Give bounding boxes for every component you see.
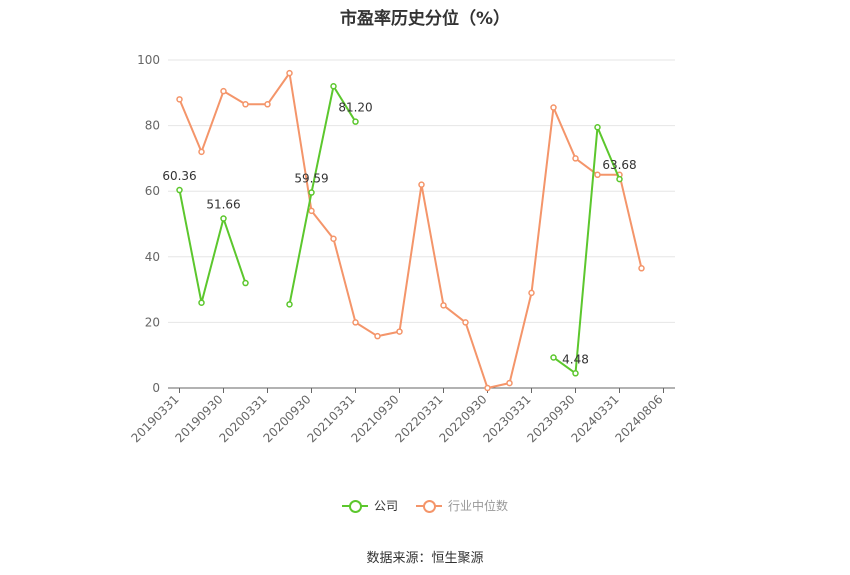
series-point-1[interactable] <box>286 69 293 77</box>
y-tick-label: 100 <box>137 53 160 67</box>
series-point-1[interactable] <box>374 332 381 340</box>
series-point-1[interactable] <box>242 101 249 108</box>
data-label: 60.36 <box>162 169 196 183</box>
series-line-1 <box>178 72 643 389</box>
series-point-1[interactable] <box>506 379 513 387</box>
series-point-1[interactable] <box>308 207 315 215</box>
x-tick-label: 20240806 <box>613 392 666 445</box>
data-source-note: 数据来源：恒生聚源 <box>366 551 484 566</box>
data-label: 59.59 <box>294 172 328 186</box>
series-point-1[interactable] <box>462 319 469 326</box>
series-point-1[interactable] <box>550 104 557 111</box>
series-point-0[interactable] <box>616 175 623 183</box>
series-point-0[interactable] <box>550 354 557 361</box>
series-point-1[interactable] <box>352 319 359 326</box>
y-tick-label: 20 <box>145 315 160 329</box>
y-tick-label: 0 <box>152 381 160 395</box>
legend-item-company[interactable]: 公司 <box>341 497 398 514</box>
series-point-0[interactable] <box>176 186 183 194</box>
series-line-0 <box>178 189 247 304</box>
legend-label-company: 公司 <box>373 499 398 513</box>
series-point-1[interactable] <box>572 155 579 162</box>
data-labels: 60.36 51.66 59.59 81.20 4.48 63.68 <box>162 101 636 367</box>
series-point-1[interactable] <box>638 265 645 272</box>
y-tick-label: 60 <box>145 184 160 198</box>
series-point-1[interactable] <box>176 96 183 103</box>
series-point-0[interactable] <box>198 299 205 306</box>
series-point-0[interactable] <box>308 189 315 196</box>
series-point-1[interactable] <box>198 148 205 156</box>
chart-title: 市盈率历史分位（%） <box>339 9 511 29</box>
series-point-1[interactable] <box>484 384 491 392</box>
series-point-0[interactable] <box>242 279 249 287</box>
series-point-0[interactable] <box>572 370 579 377</box>
legend-swatch-industry-median <box>416 499 442 513</box>
series-point-0[interactable] <box>330 82 337 90</box>
series-point-0[interactable] <box>352 118 359 125</box>
data-label: 4.48 <box>562 352 589 366</box>
series-point-1[interactable] <box>528 289 535 297</box>
series-point-0[interactable] <box>220 215 227 222</box>
y-tick-label: 40 <box>145 250 160 264</box>
legend-label-industry-median: 行业中位数 <box>448 499 509 513</box>
series-point-0[interactable] <box>286 301 293 308</box>
data-label: 81.20 <box>338 101 372 115</box>
series-lines <box>176 69 645 392</box>
legend: 公司 行业中位数 <box>0 497 850 514</box>
line-chart: 0204060801002019033120190930202003312020… <box>129 53 675 445</box>
legend-item-industry-median[interactable]: 行业中位数 <box>416 497 508 514</box>
series-line-0 <box>552 126 621 375</box>
series-line-0 <box>288 85 357 305</box>
axes: 0204060801002019033120190930202003312020… <box>129 53 675 445</box>
legend-swatch-company <box>341 499 368 513</box>
series-point-1[interactable] <box>440 302 447 309</box>
y-tick-label: 80 <box>145 119 160 133</box>
series-point-1[interactable] <box>330 235 337 243</box>
series-point-1[interactable] <box>396 328 403 335</box>
series-point-1[interactable] <box>220 87 227 95</box>
series-point-1[interactable] <box>418 181 425 188</box>
data-label: 63.68 <box>602 158 636 172</box>
series-point-1[interactable] <box>264 101 271 108</box>
series-point-0[interactable] <box>594 123 601 131</box>
series-point-1[interactable] <box>594 171 601 179</box>
data-label: 51.66 <box>206 198 240 212</box>
